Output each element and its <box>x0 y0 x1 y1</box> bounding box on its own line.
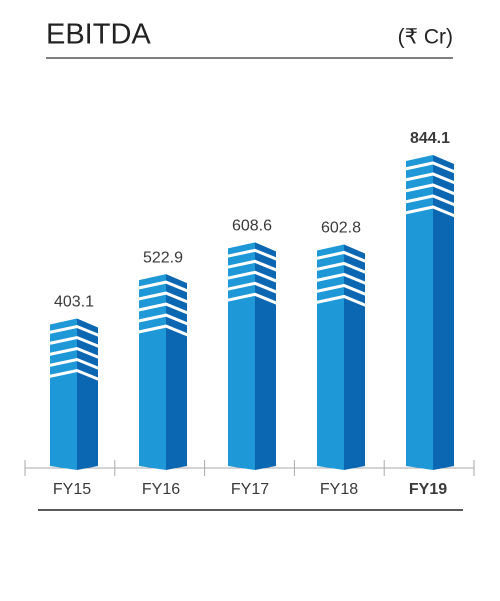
bar-side <box>166 274 187 470</box>
bar-stripe <box>137 302 189 315</box>
bar-stripe <box>137 291 189 304</box>
value-label: 403.1 <box>54 294 94 311</box>
bar-stripe <box>48 346 100 359</box>
value-label: 522.9 <box>143 249 183 266</box>
bar-side <box>433 155 454 470</box>
value-label: 602.8 <box>321 220 361 237</box>
chart-subtitle: (₹ Cr) <box>398 26 453 49</box>
x-tick-label: FY15 <box>53 481 91 498</box>
bar-stripe <box>226 259 278 272</box>
bar <box>50 318 77 470</box>
bar-stripe <box>404 172 456 185</box>
bar-stripe <box>404 161 456 174</box>
bar-stripe <box>404 205 456 218</box>
bar-stripe <box>315 294 367 307</box>
chart-title: EBITDA <box>46 19 151 51</box>
bar-stripe <box>315 272 367 285</box>
x-tick-label: FY17 <box>231 481 269 498</box>
x-tick-label: FY18 <box>320 481 358 498</box>
bar-stripe <box>48 368 100 381</box>
bar-stripe <box>226 248 278 261</box>
bar-stripe <box>226 292 278 305</box>
bar <box>406 155 433 470</box>
bar-stripe <box>48 357 100 370</box>
bar-stripe <box>315 283 367 296</box>
bar-stripe <box>48 335 100 348</box>
bar-stripe <box>137 313 189 326</box>
bar-stripe <box>137 324 189 337</box>
bar <box>139 274 166 470</box>
bar-stripe <box>404 194 456 207</box>
value-label: 608.6 <box>232 218 272 235</box>
x-tick-label: FY19 <box>409 481 447 498</box>
x-tick-label: FY16 <box>142 481 180 498</box>
bar-stripe <box>315 261 367 274</box>
bar-stripe <box>315 250 367 263</box>
bar-stripe <box>404 183 456 196</box>
bar-stripe <box>226 281 278 294</box>
bar-stripe <box>137 280 189 293</box>
bar-stripe <box>48 324 100 337</box>
value-label: 844.1 <box>410 130 450 147</box>
bar-side <box>344 244 365 470</box>
bar-stripe <box>226 270 278 283</box>
